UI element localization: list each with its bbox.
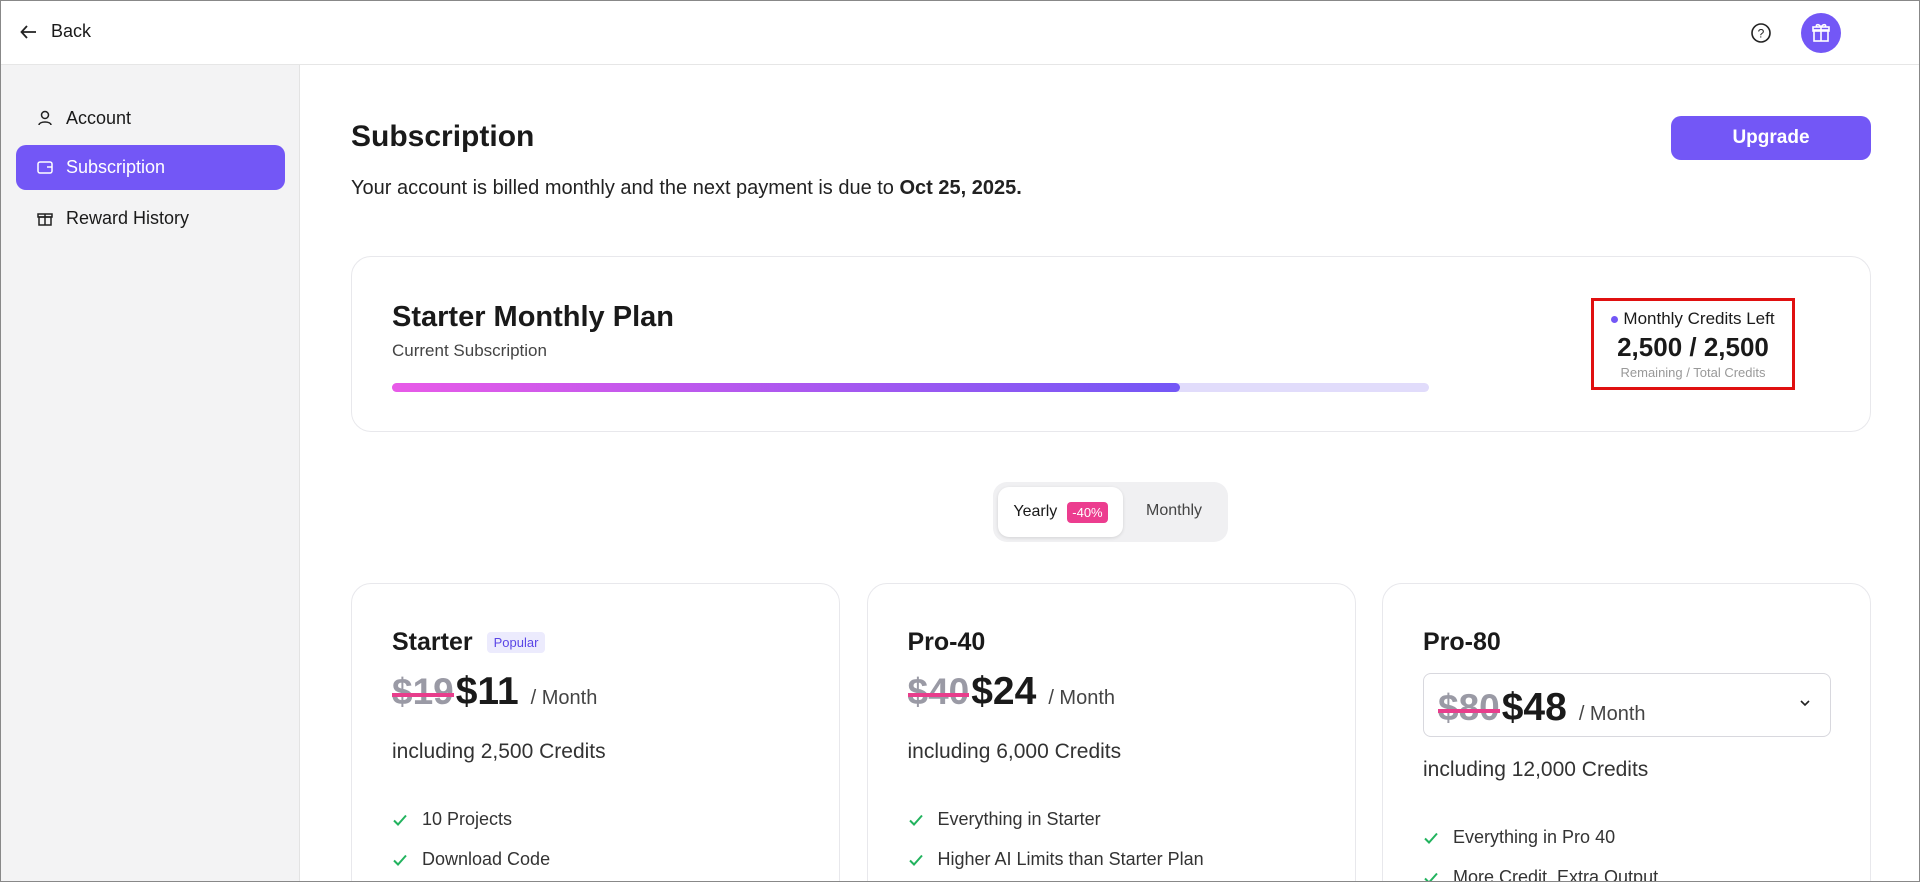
- billing-text: Your account is billed monthly and the n…: [351, 177, 1022, 200]
- plan-title-row: Pro-40: [908, 628, 986, 657]
- nav-label: Subscription: [66, 157, 166, 177]
- period: / Month: [530, 687, 598, 709]
- billing-label: Your account is billed monthly and the n…: [351, 177, 894, 199]
- feature-label: Everything in Pro 40: [1453, 827, 1616, 847]
- plan-card: Pro-80 $80 $48 / Month including 12,000 Cred…: [1382, 583, 1871, 882]
- upgrade-button[interactable]: Upgrade: [1671, 116, 1871, 160]
- check-icon: [908, 852, 924, 868]
- progress-track: [392, 383, 1429, 392]
- check-icon: [1423, 830, 1439, 846]
- plan-title-row: Starter Popular: [392, 628, 546, 657]
- plan-title-row: Pro-80: [1423, 628, 1501, 657]
- progress-fill: [392, 383, 1180, 392]
- due-date: Oct 25, 2025.: [899, 177, 1022, 199]
- yearly-label: Yearly: [1013, 503, 1058, 520]
- gift-avatar[interactable]: [1801, 13, 1841, 53]
- feature: More Credit, Extra Output: [1423, 867, 1659, 882]
- old-price: $40: [907, 671, 970, 712]
- discount-badge: -40%: [1067, 501, 1108, 523]
- svg-text:?: ?: [1758, 27, 1765, 41]
- nav-subscription[interactable]: Subscription: [16, 145, 285, 190]
- feature-label: More Credit, Extra Output: [1453, 867, 1659, 882]
- credits-box: Monthly Credits Left 2,500 / 2,500 Remai…: [1591, 298, 1795, 390]
- toggle-monthly[interactable]: Monthly: [1146, 502, 1203, 519]
- feature-label: Higher AI Limits than Starter Plan: [937, 849, 1204, 869]
- current-plan-card: Starter Monthly Plan Current Subscriptio…: [351, 256, 1871, 432]
- toggle-yearly[interactable]: Yearly -40%: [998, 487, 1123, 537]
- back-icon: [20, 24, 36, 39]
- plan-name: Pro-40: [907, 628, 986, 656]
- price-row: $19 $11 / Month: [392, 670, 597, 714]
- old-price: $19: [392, 671, 454, 712]
- feature: Everything in Starter: [908, 809, 1101, 830]
- back-label: Back: [51, 21, 92, 41]
- check-icon: [908, 812, 924, 828]
- price: $11: [455, 670, 519, 713]
- feature-label: Everything in Starter: [937, 809, 1101, 829]
- top-bar: Back ?: [1, 1, 1919, 65]
- feature: Higher AI Limits than Starter Plan: [908, 849, 1204, 870]
- feature: Everything in Pro 40: [1423, 827, 1615, 848]
- feature: Download Code: [392, 849, 550, 870]
- plan-badge: Popular: [486, 632, 546, 653]
- plan-name: Starter: [392, 628, 473, 656]
- billing-toggle: Yearly -40% Monthly: [993, 482, 1228, 542]
- credits-value: 2,500 / 2,500: [1617, 332, 1769, 362]
- check-icon: [392, 852, 408, 868]
- credits-label-row: Monthly Credits Left: [1594, 309, 1792, 329]
- plan-card: Starter Popular $19 $11 / Month including 2,5…: [351, 583, 840, 881]
- feature: 10 Projects: [392, 809, 512, 830]
- check-icon: [392, 812, 408, 828]
- dropdown-chevron: [1798, 696, 1812, 715]
- price-row: $40 $24 / Month: [907, 670, 1116, 714]
- help-icon[interactable]: ?: [1750, 22, 1772, 44]
- old-price: $80: [1438, 687, 1500, 728]
- nav-label: Account: [66, 108, 132, 128]
- price-row[interactable]: $80 $48 / Month: [1423, 673, 1831, 737]
- plan-credits: including 2,500 Credits: [392, 740, 606, 763]
- sidebar: Account Subscription Reward History: [1, 65, 300, 881]
- credits-caption: Remaining / Total Credits: [1620, 365, 1766, 380]
- price: $48: [1501, 686, 1567, 729]
- period: / Month: [1048, 687, 1116, 709]
- credits-label: Monthly Credits Left: [1623, 309, 1775, 328]
- feature-label: 10 Projects: [422, 809, 513, 829]
- plan-name: Pro-80: [1423, 628, 1501, 656]
- plan-name: Starter Monthly Plan: [392, 301, 674, 333]
- feature-label: Download Code: [422, 849, 551, 869]
- plan-credits: including 6,000 Credits: [907, 740, 1122, 763]
- nav-account[interactable]: Account: [16, 96, 285, 141]
- nav-label: Reward History: [66, 208, 190, 228]
- plan-card: Pro-40 $40 $24 / Month including 6,000 Credi…: [866, 583, 1356, 881]
- price: $24: [971, 670, 1037, 713]
- period: / Month: [1578, 703, 1646, 725]
- nav-reward[interactable]: Reward History: [16, 196, 285, 241]
- plan-subtitle: Current Subscription: [392, 341, 547, 360]
- check-icon: [1423, 870, 1439, 881]
- plan-credits: including 12,000 Credits: [1423, 758, 1649, 781]
- back-button[interactable]: Back: [19, 21, 91, 42]
- page-title: Subscription: [351, 120, 535, 153]
